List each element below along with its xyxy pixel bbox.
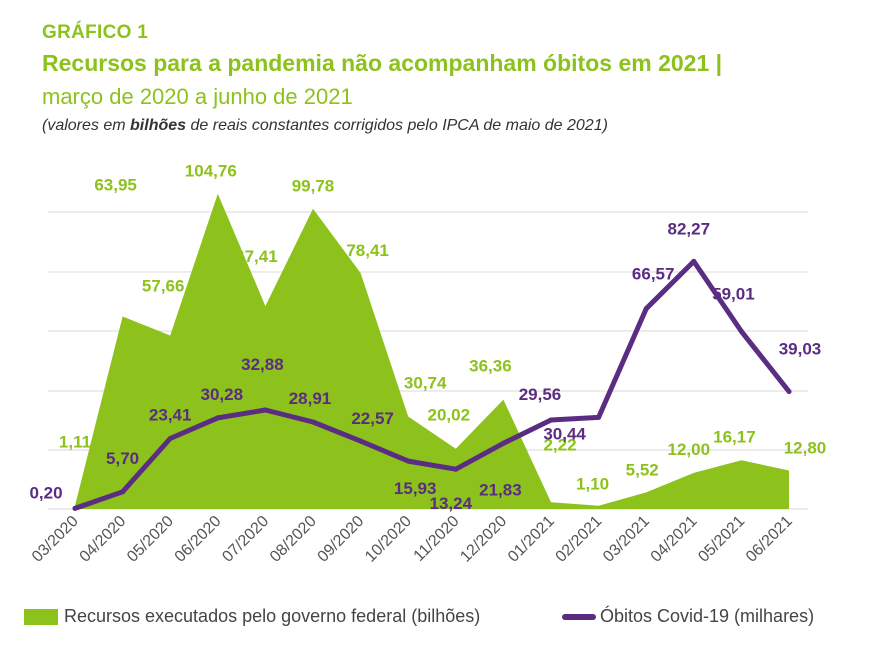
data-label-resources-2: 57,66	[142, 277, 185, 296]
data-label-deaths-12: 66,57	[632, 265, 675, 284]
data-label-deaths-3: 30,28	[201, 385, 244, 404]
data-label-resources-9: 36,36	[469, 357, 512, 376]
data-label-resources-13: 12,00	[668, 440, 711, 459]
line-point-14	[738, 328, 744, 334]
data-label-deaths-7: 15,93	[394, 479, 437, 498]
x-tick-label-11: 02/2021	[553, 513, 606, 566]
x-tick-label-1: 04/2020	[77, 513, 130, 566]
data-label-resources-15: 12,80	[784, 439, 827, 458]
data-label-deaths-1: 5,70	[106, 449, 139, 468]
data-label-resources-5: 99,78	[292, 177, 335, 196]
data-label-resources-3: 104,76	[185, 162, 237, 181]
line-point-4	[262, 407, 268, 413]
note-bold: bilhões	[130, 117, 187, 134]
legend-label-deaths: Óbitos Covid-19 (milhares)	[600, 606, 815, 626]
series-line-deaths	[72, 258, 792, 511]
line-point-9	[500, 440, 506, 446]
x-tick-label-14: 05/2021	[695, 513, 748, 566]
data-label-deaths-15: 39,03	[779, 340, 822, 359]
data-label-deaths-0: 0,20	[29, 483, 62, 502]
chart-subtitle: março de 2020 a junho de 2021	[42, 84, 353, 109]
note-prefix: (valores em	[42, 117, 131, 134]
line-point-13	[691, 258, 697, 264]
line-point-12	[643, 306, 649, 312]
legend-item-resources: Recursos executados pelo governo federal…	[24, 606, 480, 627]
x-tick-label-9: 12/2020	[457, 513, 510, 566]
line-point-8	[453, 466, 459, 472]
line-point-7	[405, 458, 411, 464]
data-label-resources-14: 16,17	[713, 427, 756, 446]
legend-label-resources: Recursos executados pelo governo federal…	[64, 606, 481, 626]
data-label-deaths-14: 59,01	[712, 284, 755, 303]
x-tick-label-7: 10/2020	[362, 513, 415, 566]
line-point-3	[215, 415, 221, 421]
x-tick-label-10: 01/2021	[505, 513, 558, 566]
x-tick-label-0: 03/2020	[29, 513, 82, 566]
data-label-deaths-5: 28,91	[289, 389, 332, 408]
data-label-resources-10: 2,22	[543, 435, 576, 454]
x-tick-label-5: 08/2020	[267, 513, 320, 566]
x-tick-label-4: 07/2020	[219, 513, 272, 566]
data-label-deaths-10: 29,56	[519, 385, 562, 404]
line-point-1	[120, 489, 126, 495]
line-point-10	[548, 417, 554, 423]
line-point-6	[358, 438, 364, 444]
x-tick-label-6: 09/2020	[315, 513, 368, 566]
line-point-0	[72, 505, 78, 511]
data-label-deaths-9: 21,83	[479, 480, 522, 499]
line-point-11	[596, 414, 602, 420]
data-label-deaths-8: 13,24	[430, 494, 473, 513]
note-suffix: de reais constantes corrigidos pelo IPCA…	[186, 117, 608, 134]
line-point-5	[310, 419, 316, 425]
data-label-deaths-6: 22,57	[351, 409, 394, 428]
data-label-deaths-13: 82,27	[668, 219, 711, 238]
x-tick-label-13: 04/2021	[648, 513, 701, 566]
data-label-resources-6: 78,41	[346, 241, 389, 260]
line-point-15	[786, 389, 792, 394]
chart-note: (valores em bilhões de reais constantes …	[42, 117, 608, 135]
x-tick-label-2: 05/2020	[124, 513, 177, 566]
series-area-resources	[75, 193, 789, 509]
data-label-resources-8: 20,02	[428, 406, 471, 425]
x-tick-label-8: 11/2020	[411, 513, 463, 565]
data-label-resources-7: 30,74	[404, 374, 447, 393]
x-tick-label-3: 06/2020	[172, 513, 225, 566]
data-label-deaths-2: 23,41	[149, 406, 192, 425]
x-tick-label-15: 06/2021	[743, 513, 796, 566]
data-label-resources-4: 67,41	[235, 247, 278, 266]
line-point-2	[167, 436, 173, 441]
legend-swatch-area	[24, 608, 58, 625]
data-label-resources-0: 1,11	[59, 433, 91, 452]
data-label-resources-1: 63,95	[94, 176, 137, 195]
data-label-resources-12: 5,52	[626, 460, 659, 479]
legend-item-deaths: Óbitos Covid-19 (milhares)	[562, 606, 814, 627]
chart-title: Recursos para a pandemia não acompanham …	[42, 50, 723, 76]
data-label-deaths-4: 32,88	[241, 355, 284, 374]
data-label-deaths-11: 30,44	[543, 424, 586, 443]
legend-swatch-line	[562, 613, 596, 620]
chart-eyebrow: GRÁFICO 1	[42, 22, 149, 43]
x-tick-label-12: 03/2021	[600, 513, 653, 566]
data-label-resources-11: 1,10	[576, 475, 609, 494]
